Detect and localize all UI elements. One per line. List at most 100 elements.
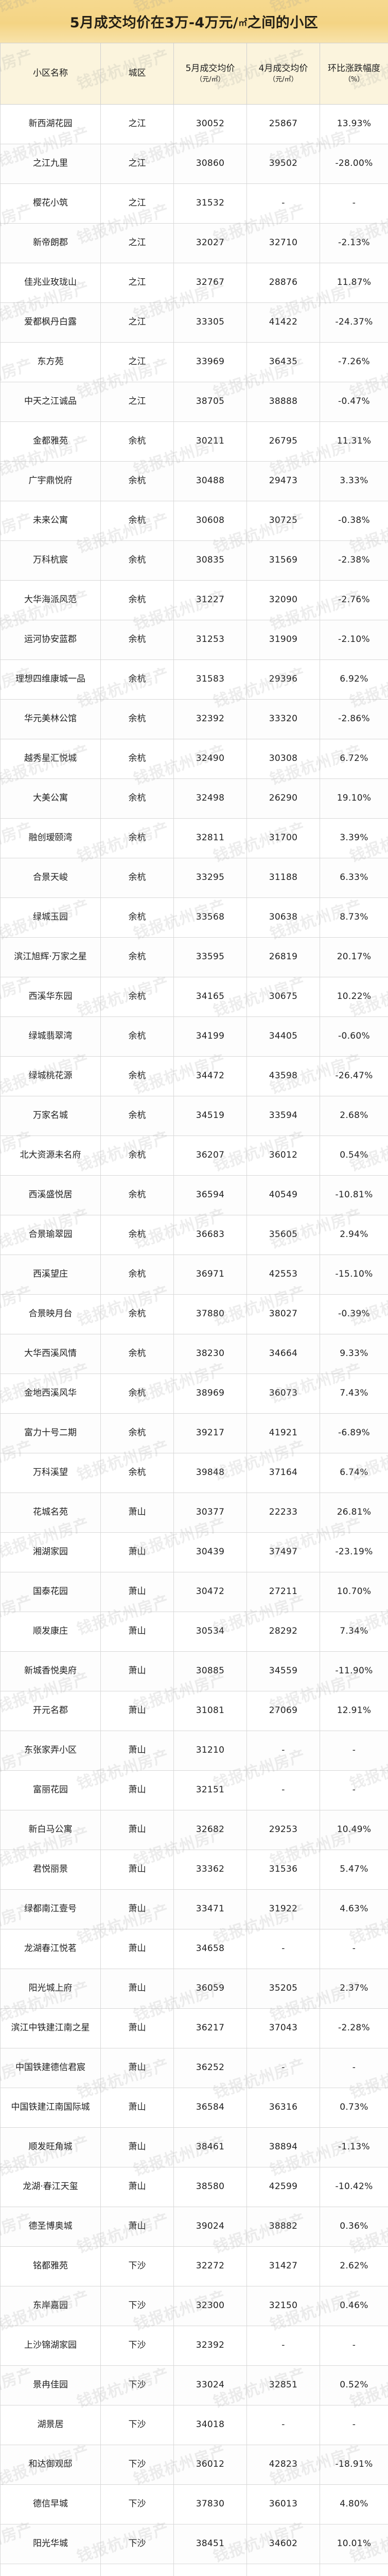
- col-header-may-unit: （元/㎡）: [196, 75, 225, 83]
- cell-name: 广宇鼎悦府: [0, 461, 101, 501]
- cell-district: 余杭: [100, 1016, 174, 1057]
- cell-change: -2.13%: [320, 223, 388, 263]
- cell-apr-price: 28876: [246, 263, 320, 303]
- cell-district: 之江: [100, 144, 174, 184]
- cell-district: 萧山: [100, 1770, 174, 1810]
- cell-change: 10.38%: [320, 2564, 388, 2576]
- cell-district: 余杭: [100, 461, 174, 501]
- cell-change: 4.63%: [320, 1889, 388, 1929]
- cell-may-price: 34658: [173, 1929, 247, 1969]
- table-row: 大华西溪风情 余杭 38230 34664 9.33%: [0, 1334, 388, 1374]
- cell-change: -24.37%: [320, 302, 388, 343]
- cell-apr-price: 31569: [246, 540, 320, 581]
- cell-name: 德圣博奥城: [0, 2207, 101, 2247]
- cell-apr-price: 38882: [246, 2207, 320, 2247]
- cell-name: 上沙锦湖家园: [0, 2326, 101, 2366]
- cell-change: 6.74%: [320, 1453, 388, 1493]
- cell-apr-price: 35605: [246, 1215, 320, 1255]
- cell-name: 西溪华东园: [0, 977, 101, 1017]
- cell-change: -: [320, 183, 388, 224]
- cell-may-price: 34018: [173, 2405, 247, 2445]
- table-row: 开元名郡 萧山 31081 27069 12.91%: [0, 1691, 388, 1731]
- table-row: 景冉佳园 下沙 33024 32851 0.52%: [0, 2365, 388, 2405]
- cell-name: 绿城翡翠湾: [0, 1016, 101, 1057]
- table-row: 越秀星汇悦城 余杭 32490 30308 6.72%: [0, 739, 388, 779]
- cell-apr-price: -: [246, 2326, 320, 2366]
- cell-name: 西溪盛悦居: [0, 1175, 101, 1215]
- col-header-district-label: 城区: [128, 68, 146, 79]
- cell-district: 余杭: [100, 1453, 174, 1493]
- cell-apr-price: 35205: [246, 1969, 320, 2009]
- table-row: 花城名苑 萧山 30377 22233 26.81%: [0, 1493, 388, 1533]
- cell-may-price: 33305: [173, 302, 247, 343]
- cell-apr-price: 36316: [246, 2088, 320, 2128]
- table-row: 西溪望庄 余杭 36971 42553 -15.10%: [0, 1255, 388, 1295]
- cell-may-price: 32767: [173, 263, 247, 303]
- cell-may-price: 32682: [173, 1810, 247, 1850]
- col-header-name: 小区名称: [0, 43, 101, 105]
- cell-name: 国泰花园: [0, 1572, 101, 1612]
- cell-name: 和达御观邸: [0, 2445, 101, 2485]
- cell-apr-price: 37497: [246, 1532, 320, 1572]
- table-row: 顺发旺角城 萧山 38461 38894 -1.13%: [0, 2127, 388, 2167]
- cell-change: 9.33%: [320, 1334, 388, 1374]
- cell-district: 余杭: [100, 540, 174, 581]
- cell-name: 富丽花园: [0, 1770, 101, 1810]
- table-row: 德信早城 下沙 37830 36013 4.80%: [0, 2484, 388, 2524]
- cell-district: 余杭: [100, 739, 174, 779]
- table-row: 理想四维康城一品 余杭 31583 29396 6.92%: [0, 659, 388, 700]
- cell-apr-price: -: [246, 1770, 320, 1810]
- cell-name: 爱都枫丹白露: [0, 302, 101, 343]
- col-header-change: 环比涨跌幅度 （%）: [320, 43, 388, 105]
- cell-district: 之江: [100, 342, 174, 382]
- page-title-bar: 5月成交均价在3万-4万元/㎡之间的小区: [0, 0, 388, 43]
- cell-may-price: 39217: [173, 1413, 247, 1453]
- cell-may-price: 38461: [173, 2127, 247, 2167]
- table-row: 中天之江诚品 之江 38705 38888 -0.47%: [0, 382, 388, 422]
- cell-name: 合景天峻: [0, 858, 101, 898]
- cell-district: 之江: [100, 223, 174, 263]
- table-row: 北大资源未名府 余杭 36207 36012 0.54%: [0, 1136, 388, 1176]
- cell-apr-price: 29253: [246, 1810, 320, 1850]
- cell-may-price: 32490: [173, 739, 247, 779]
- col-header-change-unit: （%）: [344, 75, 364, 83]
- cell-district: 萧山: [100, 1572, 174, 1612]
- cell-name: 绿都南江壹号: [0, 1889, 101, 1929]
- cell-may-price: 39024: [173, 2207, 247, 2247]
- cell-may-price: 31081: [173, 1691, 247, 1731]
- table-row: 爱都枫丹白露 之江 33305 41422 -24.37%: [0, 302, 388, 343]
- table-row: 广宇鼎悦府 余杭 30488 29473 3.33%: [0, 461, 388, 501]
- cell-name: 开元名郡: [0, 1691, 101, 1731]
- cell-name: 运河协安蓝郡: [0, 620, 101, 660]
- cell-district: 之江: [100, 263, 174, 303]
- cell-may-price: 34472: [173, 1056, 247, 1096]
- cell-district: 萧山: [100, 1810, 174, 1850]
- table-row: 国泰花园 萧山 30472 27211 10.70%: [0, 1572, 388, 1612]
- cell-name: 花城名苑: [0, 1493, 101, 1533]
- cell-name: 金都雅苑: [0, 421, 101, 462]
- table-row: 湘湖家园 萧山 30439 37497 -23.19%: [0, 1532, 388, 1572]
- cell-district: 下沙: [100, 2484, 174, 2524]
- cell-may-price: 31583: [173, 659, 247, 700]
- table-row: 绿城玉园 余杭 33568 30638 8.73%: [0, 897, 388, 938]
- cell-change: -: [320, 1770, 388, 1810]
- cell-name: 滨江中铁建江南之星: [0, 2008, 101, 2048]
- cell-may-price: 38230: [173, 1334, 247, 1374]
- cell-name: 中外公寓: [0, 2564, 101, 2576]
- table-row: 富丽花园 萧山 32151- -: [0, 1770, 388, 1810]
- cell-apr-price: 27069: [246, 1691, 320, 1731]
- cell-apr-price: 31188: [246, 858, 320, 898]
- cell-may-price: 30608: [173, 501, 247, 541]
- cell-apr-price: 40549: [246, 1175, 320, 1215]
- cell-name: 万家名城: [0, 1096, 101, 1136]
- table-row: 新帝朗郡 之江 32027 32710 -2.13%: [0, 223, 388, 263]
- cell-may-price: 32151: [173, 1770, 247, 1810]
- cell-apr-price: 36013: [246, 2484, 320, 2524]
- cell-may-price: 33024: [173, 2365, 247, 2405]
- cell-name: 金地西溪风华: [0, 1374, 101, 1414]
- cell-district: 萧山: [100, 1532, 174, 1572]
- cell-change: -: [320, 1929, 388, 1969]
- table-row: 之江九里 之江 30860 39502 -28.00%: [0, 144, 388, 184]
- table-row: 龙湖春江悦茗 萧山 34658- -: [0, 1929, 388, 1969]
- table-row: 运河协安蓝郡 余杭 31253 31909 -2.10%: [0, 620, 388, 660]
